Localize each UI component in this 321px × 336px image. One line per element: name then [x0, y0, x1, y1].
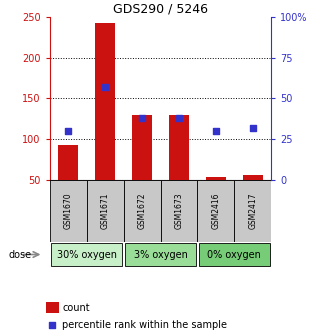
Text: GSM2417: GSM2417 [248, 193, 257, 229]
Bar [46, 302, 58, 313]
Text: dose: dose [8, 250, 31, 259]
Text: 0% oxygen: 0% oxygen [207, 250, 261, 259]
Bar [125, 243, 196, 266]
Point [177, 115, 182, 121]
Bar [169, 115, 189, 180]
Bar [197, 180, 234, 242]
Text: 3% oxygen: 3% oxygen [134, 250, 187, 259]
Bar [234, 180, 271, 242]
Text: percentile rank within the sample: percentile rank within the sample [62, 320, 227, 330]
Text: count: count [62, 303, 90, 313]
Bar [124, 180, 160, 242]
Bar [87, 180, 124, 242]
Point [213, 128, 218, 133]
Text: GSM1670: GSM1670 [64, 193, 73, 229]
Point [102, 84, 108, 90]
Point [50, 323, 55, 328]
Title: GDS290 / 5246: GDS290 / 5246 [113, 3, 208, 16]
Text: GSM1672: GSM1672 [137, 193, 147, 229]
Bar [95, 23, 115, 180]
Point [66, 128, 71, 133]
Bar [58, 145, 78, 180]
Bar [50, 180, 87, 242]
Text: GSM1673: GSM1673 [174, 193, 184, 229]
Text: 30% oxygen: 30% oxygen [57, 250, 117, 259]
Bar [243, 175, 263, 180]
Bar [51, 243, 122, 266]
Bar [199, 243, 270, 266]
Text: GSM2416: GSM2416 [211, 193, 221, 229]
Bar [206, 176, 226, 180]
Point [250, 125, 256, 130]
Point [140, 115, 145, 121]
Bar [132, 115, 152, 180]
Bar [160, 180, 197, 242]
Text: GSM1671: GSM1671 [100, 193, 110, 229]
